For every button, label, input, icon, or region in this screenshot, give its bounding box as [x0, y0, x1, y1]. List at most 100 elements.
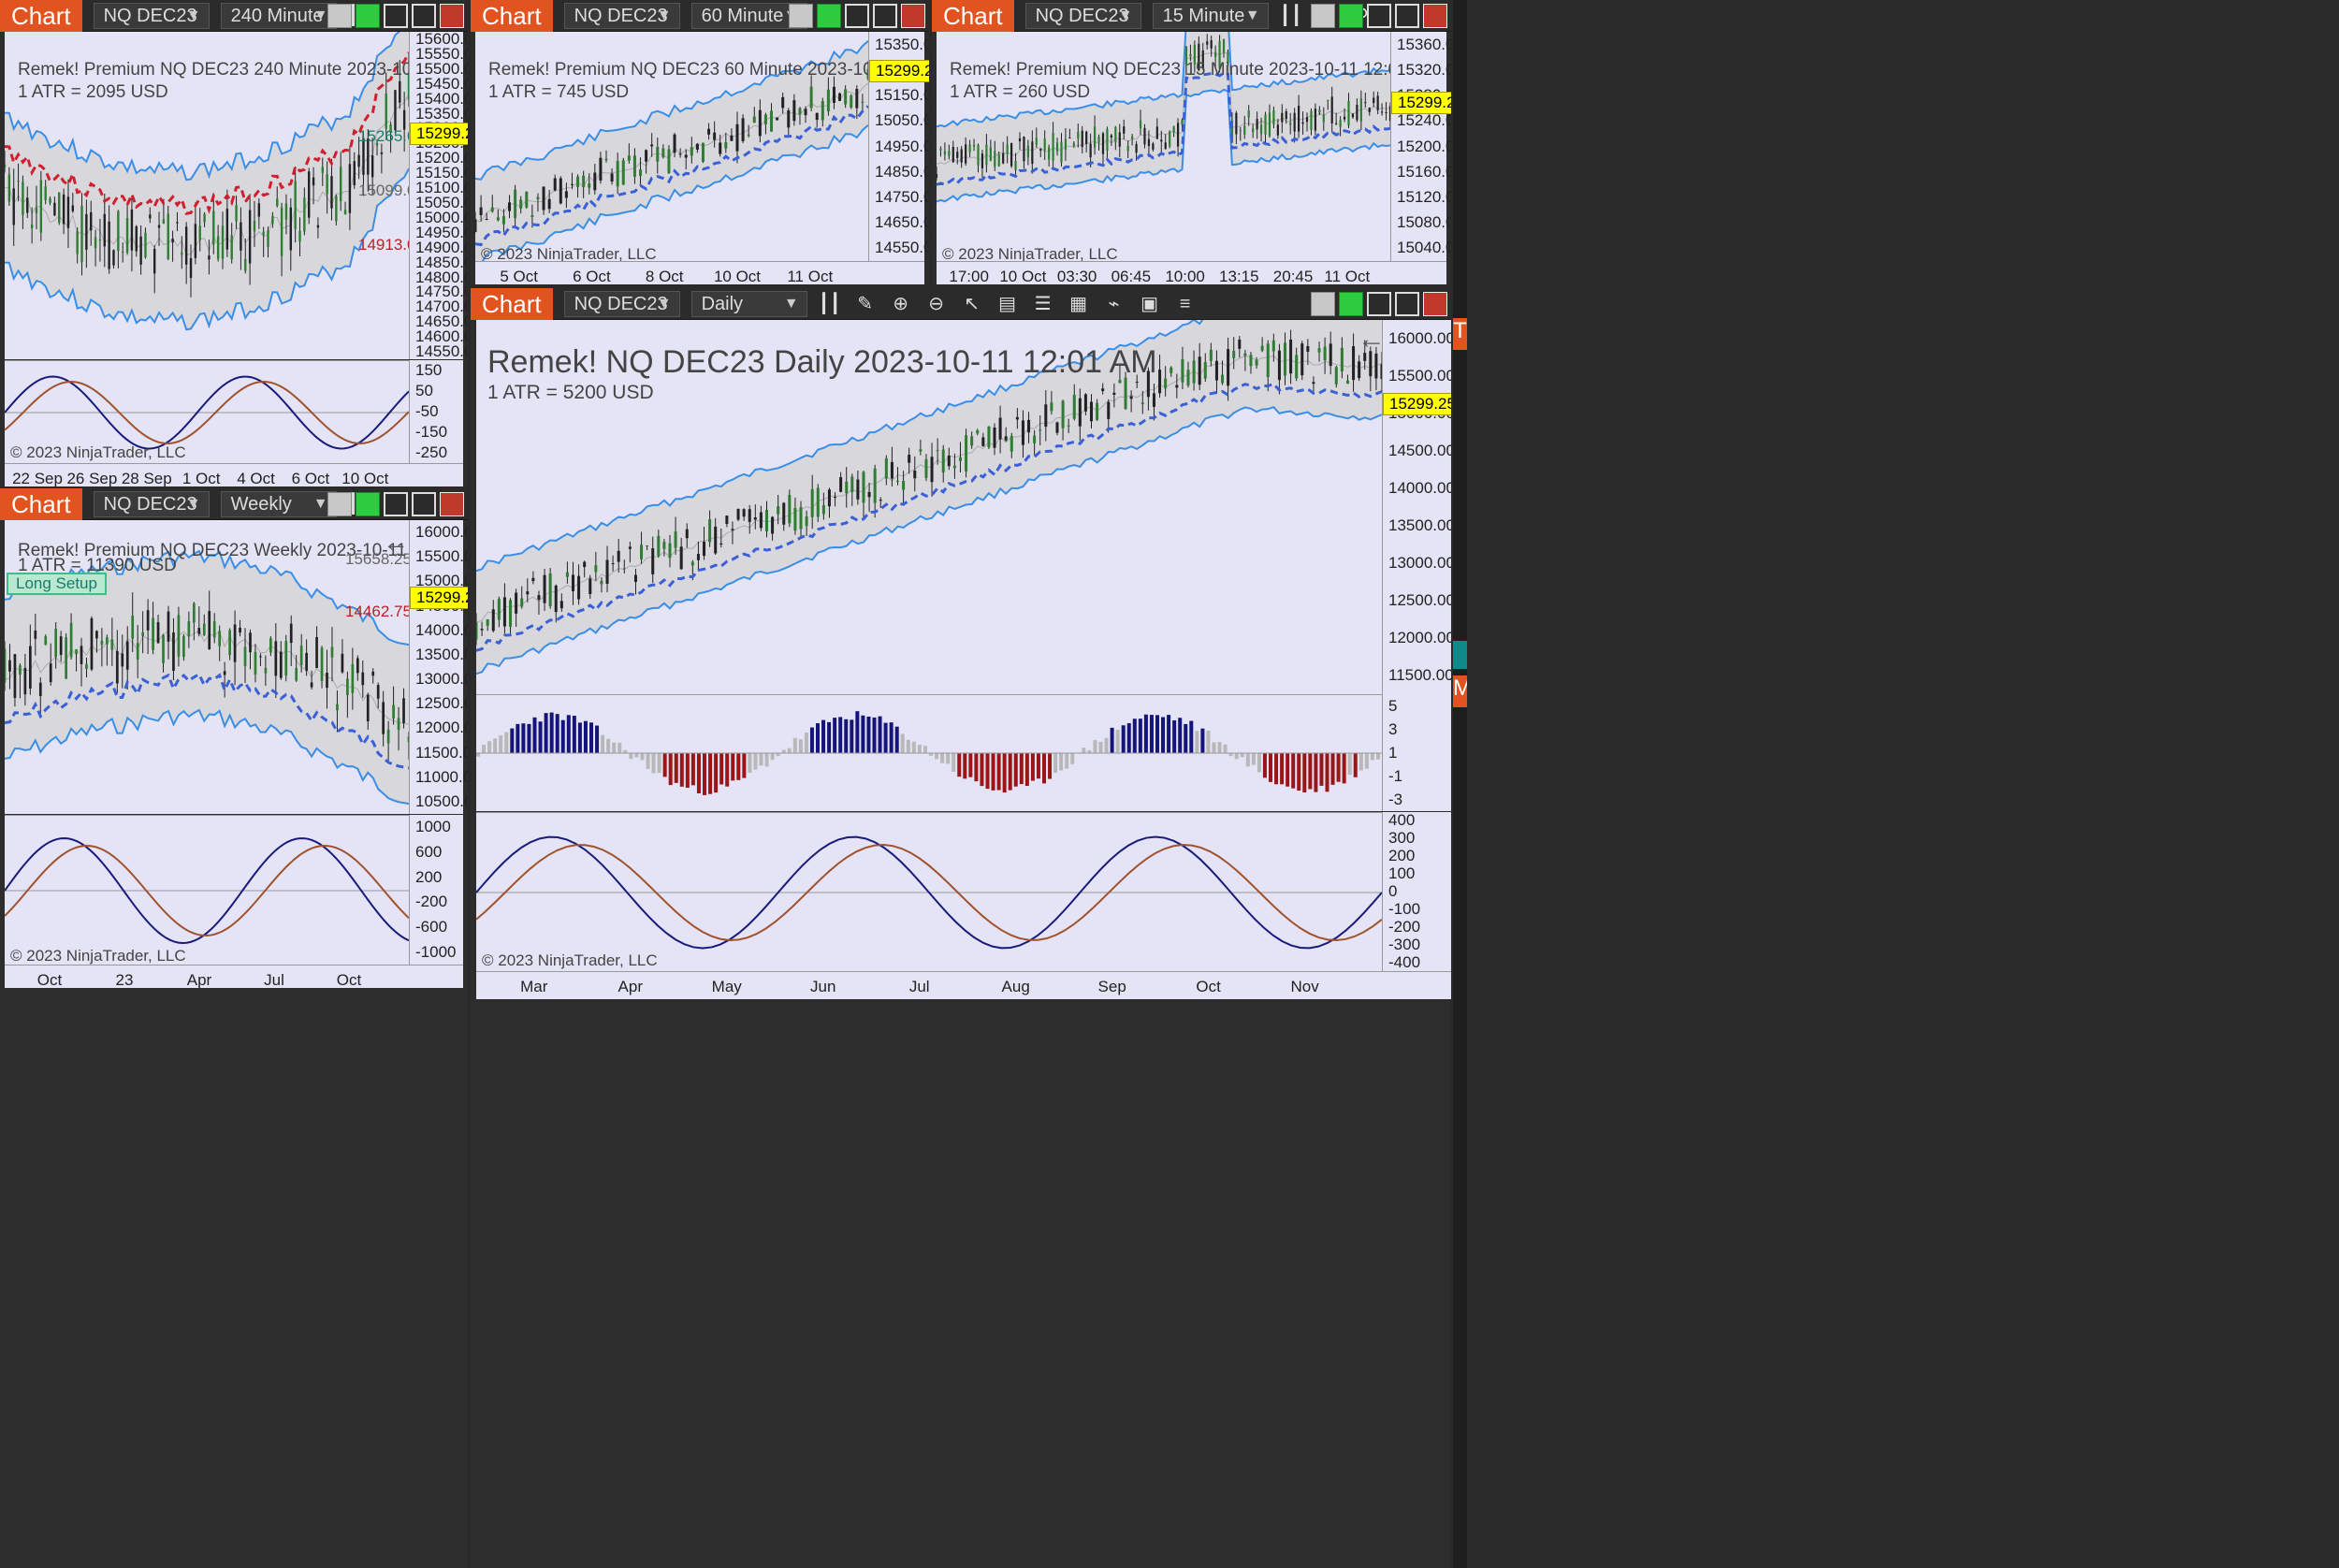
- candle-body: [548, 573, 552, 606]
- close-button[interactable]: [1423, 4, 1447, 28]
- link-color-button[interactable]: [1339, 292, 1363, 316]
- histogram-plot[interactable]: [476, 694, 1382, 811]
- oscillator-plot[interactable]: © 2023 NinjaTrader, LLC: [5, 360, 409, 463]
- link-button[interactable]: [1311, 292, 1335, 316]
- histogram-bar: [566, 715, 571, 753]
- price-axis[interactable]: 15600.0015550.0015500.0015450.0015400.00…: [409, 30, 468, 360]
- minimize-button[interactable]: [1367, 4, 1391, 28]
- candle-body: [1139, 120, 1142, 129]
- maximize-button[interactable]: [412, 492, 436, 516]
- axis-tick-label: 15200.00: [415, 149, 468, 167]
- histogram-bar: [487, 741, 492, 753]
- candle-body: [758, 109, 762, 137]
- candle-body: [782, 502, 786, 525]
- price-plot[interactable]: Remek! Premium NQ DEC23 Weekly 2023-10-1…: [5, 520, 409, 814]
- link-color-button[interactable]: [817, 4, 841, 28]
- link-button[interactable]: [327, 4, 352, 28]
- trailing-stop: [475, 105, 868, 247]
- histogram-bar: [935, 753, 939, 760]
- candle-body: [279, 651, 283, 678]
- histogram-bar: [1178, 718, 1183, 753]
- properties-icon[interactable]: ☰: [1034, 293, 1052, 314]
- candle-body: [176, 222, 179, 224]
- interval-selector[interactable]: Daily ▼: [690, 290, 807, 317]
- axis-tick-label: 15100.00: [415, 179, 468, 197]
- histogram-bar: [1286, 753, 1290, 787]
- histogram-bar: [753, 753, 758, 770]
- link-button[interactable]: [327, 492, 352, 516]
- candle-body: [1343, 116, 1346, 120]
- chart-tab[interactable]: Chart: [0, 488, 82, 520]
- axis-tick-label: 10500.00: [415, 791, 468, 810]
- candle-body: [537, 595, 541, 600]
- instrument-selector[interactable]: NQ DEC23 ▼: [563, 290, 680, 317]
- link-color-button[interactable]: [356, 492, 380, 516]
- zoom-in-icon[interactable]: ⊕: [893, 293, 908, 314]
- instrument-selector[interactable]: NQ DEC23 ▼: [563, 2, 680, 29]
- close-button[interactable]: [901, 4, 925, 28]
- link-color-button[interactable]: [356, 4, 380, 28]
- indicators-icon[interactable]: ▦: [1069, 293, 1088, 314]
- interval-selector[interactable]: 240 Minute ▼: [220, 2, 337, 29]
- link-button[interactable]: [789, 4, 813, 28]
- strategies-icon[interactable]: ⌁: [1108, 293, 1120, 314]
- maximize-button[interactable]: [1395, 4, 1419, 28]
- zoom-out-icon[interactable]: ⊖: [928, 293, 944, 314]
- minimize-button[interactable]: [845, 4, 869, 28]
- candle-body: [1067, 425, 1070, 427]
- chart-tab[interactable]: Chart: [471, 0, 553, 32]
- minimize-button[interactable]: [1367, 292, 1391, 316]
- price-plot[interactable]: Remek! Premium NQ DEC23 60 Minute 2023-1…: [475, 32, 868, 261]
- edge-tab-t[interactable]: T: [1453, 318, 1467, 350]
- interval-selector[interactable]: 60 Minute▼: [690, 2, 807, 29]
- chart-trader-icon[interactable]: ≡: [1179, 293, 1191, 314]
- close-button[interactable]: [1423, 292, 1447, 316]
- close-button[interactable]: [440, 492, 464, 516]
- oscillator-plot[interactable]: © 2023 NinjaTrader, LLC: [476, 812, 1382, 971]
- interval-selector[interactable]: 15 Minute ▼: [1152, 2, 1269, 29]
- price-plot[interactable]: Remek! Premium NQ DEC23 15 Minute 2023-1…: [937, 32, 1390, 261]
- draw-tool-icon[interactable]: ✎: [857, 293, 873, 314]
- close-button[interactable]: [440, 4, 464, 28]
- candle-body: [588, 578, 592, 594]
- maximize-button[interactable]: [1395, 292, 1419, 316]
- price-axis[interactable]: 15350.0015250.0015150.0015050.0014950.00…: [868, 32, 929, 261]
- minimize-button[interactable]: [384, 4, 408, 28]
- candle-body: [902, 481, 906, 490]
- candle-body: [335, 196, 338, 222]
- candle-body: [284, 203, 288, 220]
- instrument-selector[interactable]: NQ DEC23 ▼: [93, 2, 210, 29]
- chart-tab[interactable]: Chart: [471, 288, 553, 320]
- candle-body: [873, 468, 877, 503]
- chart-tab[interactable]: Chart: [0, 0, 82, 32]
- bar-type-icon[interactable]: ┃┃: [1279, 5, 1302, 26]
- pointer-icon[interactable]: ↖: [964, 293, 980, 314]
- chart-tab[interactable]: Chart: [932, 0, 1014, 32]
- maximize-button[interactable]: [412, 4, 436, 28]
- edge-tab-m[interactable]: M: [1453, 675, 1472, 707]
- candle-body: [308, 171, 311, 218]
- candle-body: [80, 646, 83, 664]
- link-button[interactable]: [1311, 4, 1335, 28]
- link-color-button[interactable]: [1339, 4, 1363, 28]
- price-axis[interactable]: 16000.0015500.0015000.0014500.0014000.00…: [409, 520, 468, 814]
- back-arrow-icon[interactable]: ←: [383, 528, 409, 557]
- price-plot[interactable]: Remek! NQ DEC23 Daily 2023-10-11 12:01 A…: [476, 320, 1382, 694]
- bar-type-icon[interactable]: ┃┃: [818, 293, 841, 314]
- price-axis[interactable]: 15360.0015320.0015280.0015240.0015200.00…: [1390, 32, 1451, 261]
- axis-tick-label: -3: [1388, 790, 1403, 808]
- candle-body: [152, 617, 154, 650]
- price-plot[interactable]: Remek! Premium NQ DEC23 240 Minute 2023-…: [5, 32, 409, 359]
- candle-body: [588, 183, 591, 188]
- minimize-button[interactable]: [384, 492, 408, 516]
- data-box-icon[interactable]: ▤: [998, 293, 1017, 314]
- candle-body: [1089, 143, 1092, 158]
- back-arrow-icon[interactable]: ←: [1358, 324, 1382, 355]
- oscillator-plot[interactable]: © 2023 NinjaTrader, LLC: [5, 815, 409, 965]
- interval-selector[interactable]: Weekly ▼: [220, 490, 337, 517]
- instrument-selector[interactable]: NQ DEC23 ▼: [93, 490, 210, 517]
- price-axis[interactable]: 16000.0015500.0015000.0014500.0014000.00…: [1382, 320, 1451, 694]
- instrument-selector[interactable]: NQ DEC23 ▼: [1024, 2, 1141, 29]
- templates-icon[interactable]: ▣: [1140, 293, 1159, 314]
- maximize-button[interactable]: [873, 4, 897, 28]
